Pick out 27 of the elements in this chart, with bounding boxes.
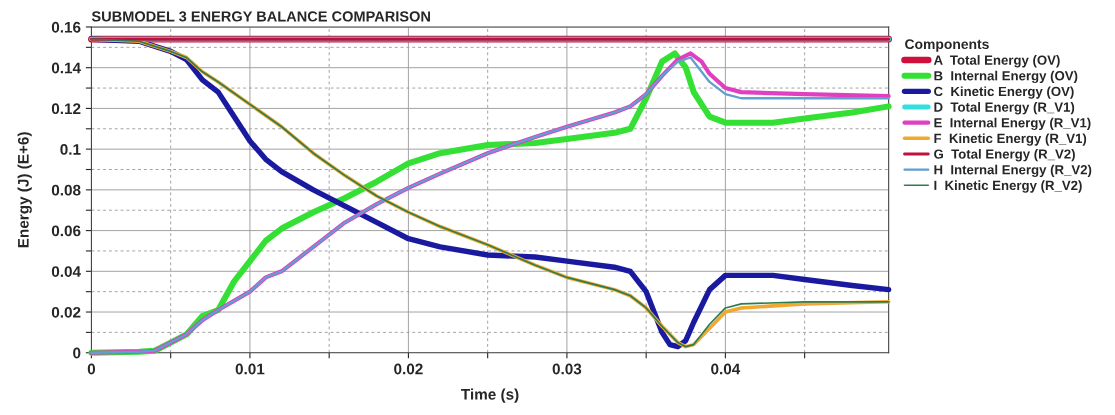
chart-title: SUBMODEL 3 ENERGY BALANCE COMPARISON xyxy=(91,11,430,22)
y-tick-label: 0.14 xyxy=(51,62,81,74)
x-tick-label: 0.04 xyxy=(711,363,741,375)
y-tick-label: 0.04 xyxy=(51,266,81,277)
legend-label: I Kinetic Energy (R_V2) xyxy=(934,180,1082,193)
y-tick-label: 0.08 xyxy=(51,184,81,196)
x-axis-title: Time (s) xyxy=(461,388,519,403)
y-tick-label: 0.02 xyxy=(51,306,81,318)
legend-label: B Internal Energy (OV) xyxy=(934,70,1078,84)
y-tick-label: 0 xyxy=(73,347,81,359)
legend-label: F Kinetic Energy (R_V1) xyxy=(934,133,1087,146)
legend-label: D Total Energy (R_V1) xyxy=(934,102,1075,115)
legend-label: A Total Energy (OV) xyxy=(933,55,1060,68)
y-tick-label: 0.1 xyxy=(60,144,81,155)
y-tick-label: 0.06 xyxy=(51,225,81,237)
x-tick-label: 0.01 xyxy=(235,363,265,375)
y-tick-label: 0.12 xyxy=(51,103,81,115)
legend-label: G Total Energy (R_V2) xyxy=(934,149,1075,162)
x-tick-label: 0.03 xyxy=(552,363,582,375)
legend-label: E Internal Energy (R_V1) xyxy=(934,117,1091,131)
y-axis-title: Energy (J) (E+6) xyxy=(17,132,32,248)
legend-label: H Internal Energy (R_V2) xyxy=(934,164,1092,178)
legend-title: Components xyxy=(905,39,989,52)
x-tick-label: 0.02 xyxy=(394,363,423,375)
x-tick-label: 0 xyxy=(87,363,96,375)
y-tick-label: 0.16 xyxy=(51,21,81,33)
legend-label: C Kinetic Energy (OV) xyxy=(934,86,1074,99)
